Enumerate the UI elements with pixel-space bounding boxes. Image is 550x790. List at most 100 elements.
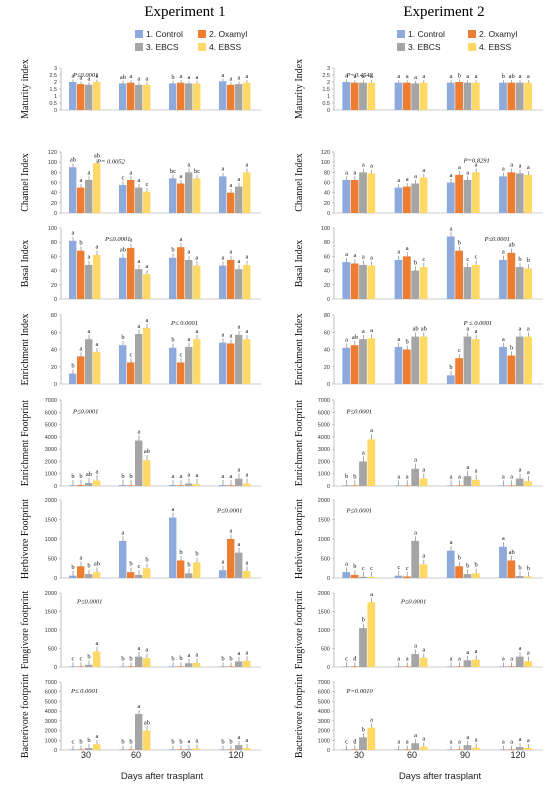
panel-herbivore-footprint: 0 500 1000 1500 2000 Herbivore Footprint P≤0.0… <box>20 498 261 582</box>
legend-label-control: 1. Control <box>408 29 445 39</box>
significance-letter: a <box>519 645 522 652</box>
significance-letter: a <box>370 254 373 261</box>
significance-letter: a <box>397 336 400 343</box>
bar <box>177 485 185 486</box>
y-tick-label: 0 <box>54 665 57 671</box>
significance-letter: a <box>222 473 225 480</box>
y-tick-label: 2000 <box>318 729 330 735</box>
bar <box>69 749 77 750</box>
bar <box>524 336 532 384</box>
significance-letter: a <box>458 473 461 480</box>
bar <box>446 182 455 213</box>
bar <box>394 82 403 110</box>
significance-letter: b <box>129 473 132 480</box>
significance-letter: b <box>79 473 82 480</box>
y-tick-label: 500 <box>321 557 330 563</box>
legend-swatch-control <box>397 30 405 38</box>
significance-letter: b <box>171 247 174 254</box>
significance-letter: a <box>519 163 522 170</box>
significance-letter: b <box>129 655 132 662</box>
significance-letter: a <box>96 341 99 348</box>
significance-letter: b <box>458 72 461 79</box>
significance-letter: b <box>121 739 124 746</box>
significance-letter: c <box>122 174 125 181</box>
p-value: P≤0.0001 <box>72 408 98 415</box>
y-tick-label: 1.5 <box>49 87 57 93</box>
y-tick-label: 100 <box>48 226 57 232</box>
significance-letter: a <box>188 652 191 659</box>
bar <box>411 540 420 578</box>
y-tick-label: 20 <box>324 201 330 207</box>
bar <box>367 173 376 213</box>
significance-letter: a <box>246 328 249 335</box>
significance-letter: a <box>422 646 425 653</box>
y-tick-label: 1000 <box>318 628 330 634</box>
bar <box>419 82 428 110</box>
y-tick-label: 0 <box>54 108 57 114</box>
bar <box>359 461 367 486</box>
significance-letter: b <box>129 739 132 746</box>
bar <box>507 172 516 213</box>
significance-letter: a <box>466 464 469 471</box>
significance-letter: a <box>458 739 461 746</box>
bar <box>143 460 151 486</box>
panel-herbivore-footprint: 0 500 1000 1500 2000 Herbivore Footprint P≤0.0… <box>294 498 543 582</box>
y-tick-label: 2000 <box>45 591 57 597</box>
bar <box>455 566 463 578</box>
y-tick-label: 3000 <box>45 447 57 453</box>
significance-letter: a <box>527 469 530 476</box>
bar <box>411 183 420 213</box>
significance-letter: a <box>406 73 409 80</box>
legend-label-ebss: 4. EBSS <box>479 42 511 52</box>
bar <box>119 185 127 213</box>
bar <box>169 749 177 750</box>
significance-letter: a <box>502 249 505 256</box>
bar <box>350 666 359 667</box>
y-axis-title: Channel Index <box>294 153 305 212</box>
bar <box>169 347 177 384</box>
bar <box>185 663 193 667</box>
significance-letter: a <box>196 472 199 479</box>
significance-letter: a <box>458 164 461 171</box>
bar <box>119 257 127 299</box>
bar <box>93 82 101 110</box>
bar <box>515 82 524 110</box>
significance-letter: a <box>138 177 141 184</box>
legend-label-control: 1. Control <box>146 29 183 39</box>
bar <box>235 745 243 750</box>
bar <box>235 552 243 578</box>
p-value: P=0.4548 <box>346 72 374 79</box>
p-value: P≤ 0.0001 <box>170 320 198 327</box>
significance-letter: a <box>138 703 141 710</box>
bar <box>455 174 463 213</box>
y-tick-label: 1000 <box>45 472 57 478</box>
bar <box>394 666 403 667</box>
bar <box>185 573 193 578</box>
significance-letter: c <box>466 256 469 263</box>
y-tick-label: 20 <box>324 283 330 289</box>
y-tick-label: 2000 <box>318 459 330 465</box>
x-category-label: 60 <box>407 750 417 760</box>
significance-letter: a <box>146 263 149 270</box>
bar <box>177 362 185 384</box>
significance-letter: b <box>466 562 469 569</box>
y-tick-label: 0 <box>54 748 57 754</box>
bar <box>524 268 532 299</box>
significance-letter: a <box>466 73 469 80</box>
significance-letter: a <box>230 249 233 256</box>
bar <box>463 660 472 667</box>
y-tick-label: 20 <box>51 365 57 371</box>
significance-letter: b <box>449 364 452 371</box>
panel-enrichment-footprint: 0 1000 2000 3000 4000 5000 6000 7000 Enrichment … <box>294 398 543 490</box>
significance-letter: a <box>188 336 191 343</box>
y-tick-label: 0 <box>54 484 57 490</box>
bar <box>350 179 359 213</box>
significance-letter: a <box>230 182 233 189</box>
significance-letter: a <box>96 72 99 79</box>
bar <box>227 749 235 750</box>
significance-letter: b <box>179 655 182 662</box>
bar <box>515 478 524 486</box>
y-tick-label: 60 <box>51 254 57 260</box>
